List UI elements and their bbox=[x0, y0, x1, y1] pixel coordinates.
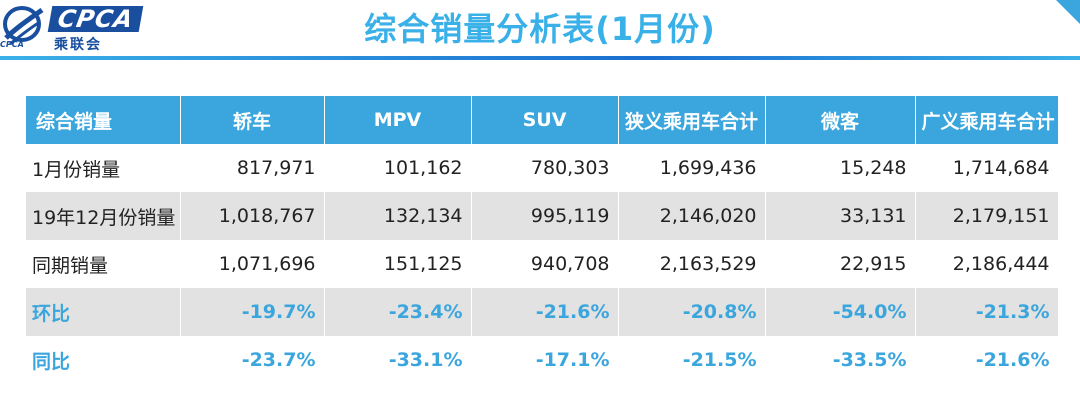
table-cell: -54.0% bbox=[765, 288, 916, 336]
table-header-row: 综合销量 轿车 MPV SUV 狭义乘用车合计 微客 广义乘用车合计 bbox=[26, 96, 1059, 144]
column-header: 轿车 bbox=[180, 96, 325, 144]
table-cell: 1,018,767 bbox=[180, 192, 325, 240]
table-cell: 33,131 bbox=[765, 192, 916, 240]
row-label: 同比 bbox=[26, 336, 181, 384]
table-cell: 995,119 bbox=[471, 192, 619, 240]
table-cell: 15,248 bbox=[765, 144, 916, 192]
table-cell: 1,714,684 bbox=[915, 144, 1059, 192]
table-cell: 101,162 bbox=[324, 144, 472, 192]
table-cell: 780,303 bbox=[471, 144, 619, 192]
row-label: 环比 bbox=[26, 288, 181, 336]
corner-decoration-icon bbox=[1056, 0, 1080, 24]
table-cell: 1,071,696 bbox=[180, 240, 325, 288]
table-cell: 1,699,436 bbox=[618, 144, 766, 192]
row-label: 同期销量 bbox=[26, 240, 181, 288]
table-row: 同期销量 1,071,696 151,125 940,708 2,163,529… bbox=[26, 240, 1059, 288]
table-cell: -21.3% bbox=[915, 288, 1059, 336]
row-label: 1月份销量 bbox=[26, 144, 181, 192]
page-title: 综合销量分析表(1月份) bbox=[364, 10, 716, 48]
table-row-yoy: 同比 -23.7% -33.1% -17.1% -21.5% -33.5% -2… bbox=[26, 336, 1059, 384]
cpca-logo: CPCA CPCA 乘联会 bbox=[0, 0, 150, 54]
table-cell: 2,163,529 bbox=[618, 240, 766, 288]
table-cell: 2,146,020 bbox=[618, 192, 766, 240]
table-cell: -21.5% bbox=[618, 336, 766, 384]
column-header: 微客 bbox=[765, 96, 916, 144]
logo-brand-cn: 乘联会 bbox=[54, 37, 102, 53]
table-cell: 151,125 bbox=[324, 240, 472, 288]
table-cell: -21.6% bbox=[471, 288, 619, 336]
table-cell: -33.1% bbox=[324, 336, 472, 384]
table-row-mom: 环比 -19.7% -23.4% -21.6% -20.8% -54.0% -2… bbox=[26, 288, 1059, 336]
table-cell: 132,134 bbox=[324, 192, 472, 240]
cpca-logo-icon bbox=[3, 6, 44, 46]
table-cell: 2,179,151 bbox=[915, 192, 1059, 240]
column-header: SUV bbox=[471, 96, 619, 144]
table-row: 1月份销量 817,971 101,162 780,303 1,699,436 … bbox=[26, 144, 1059, 192]
table-cell: 22,915 bbox=[765, 240, 916, 288]
table-cell: -20.8% bbox=[618, 288, 766, 336]
table-cell: -23.4% bbox=[324, 288, 472, 336]
sales-analysis-table: 综合销量 轿车 MPV SUV 狭义乘用车合计 微客 广义乘用车合计 1月份销量… bbox=[26, 96, 1059, 384]
table-cell: -33.5% bbox=[765, 336, 916, 384]
table-cell: -17.1% bbox=[471, 336, 619, 384]
column-header: MPV bbox=[324, 96, 472, 144]
table-cell: -23.7% bbox=[180, 336, 325, 384]
table-cell: 940,708 bbox=[471, 240, 619, 288]
table-cell: -19.7% bbox=[180, 288, 325, 336]
table-cell: 817,971 bbox=[180, 144, 325, 192]
table-row: 19年12月份销量 1,018,767 132,134 995,119 2,14… bbox=[26, 192, 1059, 240]
row-label: 19年12月份销量 bbox=[26, 192, 181, 240]
column-header: 综合销量 bbox=[26, 96, 181, 144]
column-header: 狭义乘用车合计 bbox=[618, 96, 766, 144]
column-header: 广义乘用车合计 bbox=[915, 96, 1059, 144]
title-divider bbox=[0, 56, 1080, 60]
logo-small-text: CPCA bbox=[0, 40, 24, 49]
table-cell: -21.6% bbox=[915, 336, 1059, 384]
table-cell: 2,186,444 bbox=[915, 240, 1059, 288]
